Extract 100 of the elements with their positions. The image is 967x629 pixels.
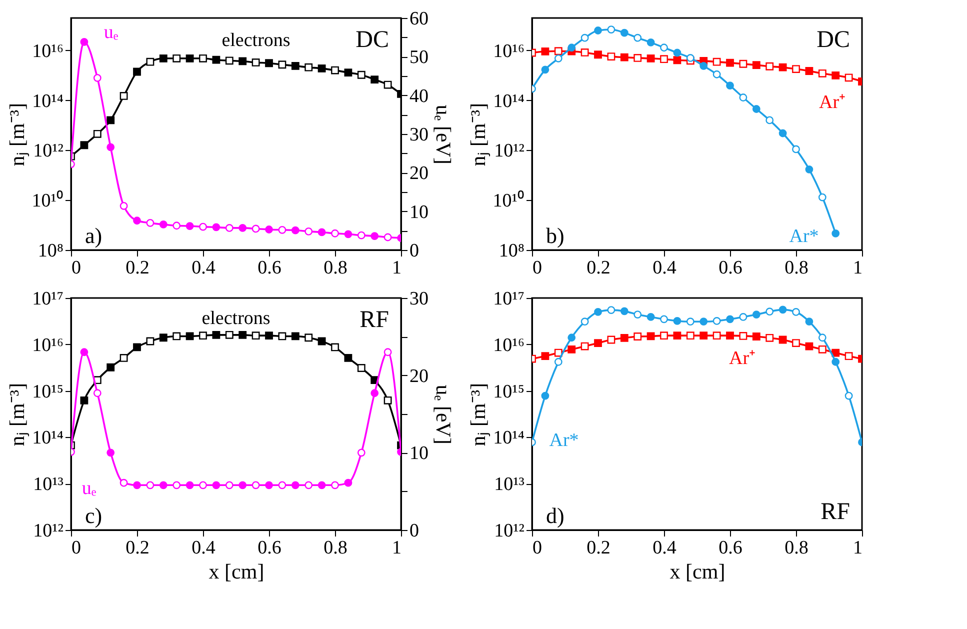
y2-axis-title: uₑ [eV] bbox=[432, 384, 456, 444]
series-label: electrons bbox=[202, 308, 270, 329]
series-label: Ar⁺ bbox=[818, 92, 846, 113]
point bbox=[133, 68, 141, 76]
point bbox=[120, 354, 128, 362]
point bbox=[186, 332, 194, 340]
y-axis-title: nⱼ [m⁻³] bbox=[466, 382, 492, 446]
point bbox=[318, 64, 326, 72]
point bbox=[646, 332, 655, 340]
x-tick-label: 0 bbox=[532, 258, 542, 278]
y2-tick-label: 30 bbox=[410, 288, 428, 310]
point bbox=[541, 48, 550, 56]
point bbox=[80, 396, 88, 404]
y-tick-label: 10¹⁵ bbox=[32, 381, 64, 402]
x-tick-label: 0.8 bbox=[324, 258, 348, 278]
y2-axis-title: uₑ [eV] bbox=[432, 104, 456, 164]
point bbox=[805, 342, 814, 350]
point bbox=[159, 54, 168, 62]
y-axis-title: nⱼ [m⁻³] bbox=[5, 382, 30, 446]
x-axis-title: x [cm] bbox=[670, 560, 726, 584]
x-tick-label: 1 bbox=[392, 258, 402, 278]
point bbox=[384, 80, 392, 89]
y2-tick-label: 0 bbox=[410, 240, 419, 262]
point bbox=[541, 352, 550, 360]
point bbox=[700, 332, 708, 340]
y-tick-label: 10⁸ bbox=[38, 240, 64, 262]
point bbox=[225, 56, 234, 65]
y-tick-label: 10¹² bbox=[33, 520, 64, 542]
point bbox=[133, 343, 141, 352]
point bbox=[620, 307, 628, 316]
point bbox=[700, 62, 708, 70]
y-axis-title: nⱼ [m⁻³] bbox=[466, 102, 491, 166]
y-tick-label: 10¹⁶ bbox=[32, 334, 64, 356]
y-tick-label: 10¹⁰ bbox=[32, 190, 64, 212]
x-tick-label: 1 bbox=[853, 258, 862, 278]
y-tick-label: 10¹⁷ bbox=[493, 288, 524, 310]
point bbox=[265, 59, 273, 68]
point bbox=[607, 52, 616, 60]
y-tick-label: 10¹⁴ bbox=[32, 428, 64, 449]
x-tick-label: 0.4 bbox=[652, 258, 677, 278]
series-label: Ar* bbox=[789, 226, 819, 247]
point bbox=[199, 54, 207, 62]
point bbox=[238, 330, 247, 339]
point bbox=[673, 332, 682, 340]
point bbox=[726, 315, 734, 324]
x-axis-title: x [cm] bbox=[208, 560, 264, 584]
point bbox=[778, 336, 787, 344]
x-tick-label: 0.8 bbox=[324, 538, 348, 558]
y-tick-label: 10¹⁶ bbox=[32, 40, 64, 62]
series-label: Ar⁺ bbox=[728, 348, 756, 369]
point bbox=[832, 230, 840, 238]
y-tick-label: 10¹⁶ bbox=[493, 40, 524, 62]
x-tick-label: 0.4 bbox=[652, 538, 677, 558]
point bbox=[646, 54, 655, 62]
annotation: b) bbox=[546, 223, 564, 248]
y-tick-label: 10¹² bbox=[494, 140, 525, 162]
annotation: d) bbox=[546, 503, 564, 528]
point bbox=[278, 60, 286, 69]
point bbox=[291, 332, 300, 340]
point bbox=[805, 318, 814, 326]
point bbox=[726, 82, 734, 90]
x-tick-label: 0.8 bbox=[784, 258, 808, 278]
y2-tick-label: 0 bbox=[410, 520, 419, 542]
point bbox=[844, 74, 853, 82]
x-tick-label: 0.2 bbox=[126, 258, 150, 278]
y2-tick-label: 20 bbox=[410, 163, 428, 184]
x-tick-label: 0.2 bbox=[126, 538, 150, 558]
point bbox=[700, 318, 708, 326]
point bbox=[146, 58, 154, 66]
point bbox=[726, 58, 734, 67]
x-tick-label: 0.4 bbox=[192, 258, 216, 278]
point bbox=[660, 55, 668, 64]
point bbox=[766, 62, 774, 70]
chart-title: DC bbox=[816, 27, 850, 53]
point bbox=[778, 63, 787, 72]
point bbox=[594, 26, 602, 34]
series-label: Ar* bbox=[549, 430, 579, 451]
point bbox=[80, 141, 88, 150]
y-tick-label: 10¹⁴ bbox=[493, 428, 525, 449]
point bbox=[778, 129, 787, 138]
point bbox=[832, 358, 840, 366]
x-tick-label: 1 bbox=[853, 538, 862, 558]
x-tick-label: 0 bbox=[72, 538, 81, 558]
point bbox=[212, 330, 220, 339]
point bbox=[673, 56, 682, 64]
point bbox=[331, 343, 339, 352]
x-tick-label: 0.6 bbox=[718, 258, 742, 278]
y2-tick-label: 10 bbox=[410, 202, 428, 223]
point bbox=[238, 57, 247, 66]
point bbox=[568, 44, 576, 52]
x-tick-label: 0.8 bbox=[784, 538, 808, 558]
series-label: uₑ bbox=[82, 478, 96, 499]
y-axis-title: nⱼ [m⁻³] bbox=[4, 102, 30, 166]
point bbox=[304, 63, 313, 72]
point bbox=[726, 332, 734, 340]
point bbox=[106, 363, 115, 372]
point bbox=[752, 61, 760, 69]
point bbox=[357, 364, 366, 372]
y2-tick-label: 20 bbox=[410, 366, 428, 387]
point bbox=[673, 48, 682, 57]
